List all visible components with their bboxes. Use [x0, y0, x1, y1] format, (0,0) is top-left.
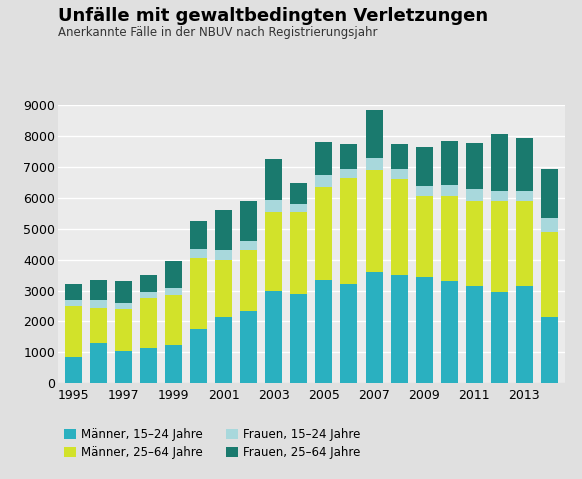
Bar [115, 309, 132, 351]
Bar [365, 170, 382, 272]
Legend: Männer, 15–24 Jahre, Männer, 25–64 Jahre, Frauen, 15–24 Jahre, Frauen, 25–64 Jah: Männer, 15–24 Jahre, Männer, 25–64 Jahre… [64, 428, 360, 459]
Bar [516, 138, 533, 191]
Bar [315, 187, 332, 280]
Bar [491, 191, 508, 201]
Bar [516, 191, 533, 201]
Bar [365, 272, 382, 383]
Bar [391, 275, 407, 383]
Bar [441, 185, 458, 196]
Bar [315, 175, 332, 187]
Bar [65, 300, 81, 306]
Bar [90, 343, 107, 383]
Bar [215, 260, 232, 317]
Bar [466, 189, 483, 201]
Bar [541, 218, 558, 232]
Bar [516, 286, 533, 383]
Bar [140, 348, 157, 383]
Bar [290, 204, 307, 212]
Bar [140, 298, 157, 348]
Bar [391, 180, 407, 275]
Bar [340, 144, 357, 169]
Bar [190, 249, 207, 258]
Bar [391, 144, 407, 169]
Bar [90, 300, 107, 308]
Bar [90, 308, 107, 343]
Bar [65, 285, 81, 300]
Bar [290, 294, 307, 383]
Bar [365, 158, 382, 170]
Bar [441, 196, 458, 281]
Bar [190, 258, 207, 329]
Bar [416, 186, 432, 196]
Bar [190, 329, 207, 383]
Bar [391, 169, 407, 180]
Bar [140, 275, 157, 292]
Bar [165, 287, 182, 295]
Bar [516, 201, 533, 286]
Bar [65, 357, 81, 383]
Bar [315, 142, 332, 175]
Bar [265, 200, 282, 212]
Bar [416, 196, 432, 277]
Bar [491, 201, 508, 292]
Bar [441, 141, 458, 185]
Bar [441, 281, 458, 383]
Bar [165, 295, 182, 344]
Bar [115, 351, 132, 383]
Bar [290, 182, 307, 204]
Bar [416, 147, 432, 186]
Bar [90, 280, 107, 300]
Bar [65, 306, 81, 357]
Bar [265, 160, 282, 200]
Bar [240, 251, 257, 311]
Bar [491, 134, 508, 191]
Bar [541, 317, 558, 383]
Bar [315, 280, 332, 383]
Bar [340, 285, 357, 383]
Bar [265, 212, 282, 291]
Text: Anerkannte Fälle in der NBUV nach Registrierungsjahr: Anerkannte Fälle in der NBUV nach Regist… [58, 26, 378, 39]
Bar [265, 291, 282, 383]
Bar [115, 281, 132, 303]
Bar [541, 169, 558, 218]
Bar [165, 261, 182, 287]
Text: Unfälle mit gewaltbedingten Verletzungen: Unfälle mit gewaltbedingten Verletzungen [58, 7, 488, 25]
Bar [340, 178, 357, 285]
Bar [466, 143, 483, 189]
Bar [240, 201, 257, 241]
Bar [115, 303, 132, 309]
Bar [240, 241, 257, 251]
Bar [365, 110, 382, 158]
Bar [491, 292, 508, 383]
Bar [340, 169, 357, 178]
Bar [466, 286, 483, 383]
Bar [290, 212, 307, 294]
Bar [466, 201, 483, 286]
Bar [165, 344, 182, 383]
Bar [140, 292, 157, 298]
Bar [215, 251, 232, 260]
Bar [190, 221, 207, 249]
Bar [215, 317, 232, 383]
Bar [541, 232, 558, 317]
Bar [215, 210, 232, 251]
Bar [240, 311, 257, 383]
Bar [416, 277, 432, 383]
